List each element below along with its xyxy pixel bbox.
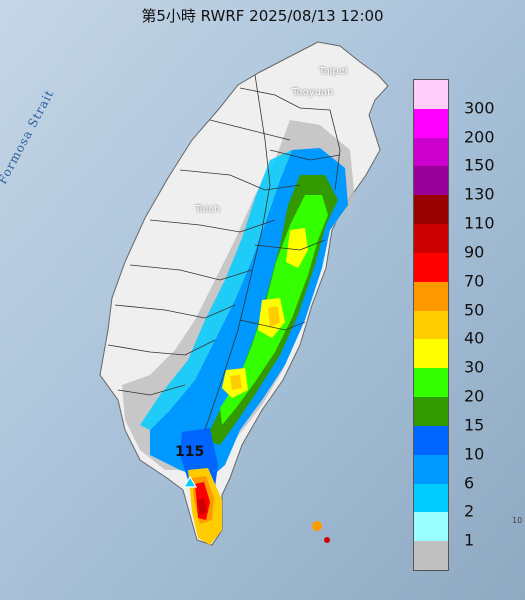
rain-south-darkred — [197, 498, 207, 515]
rain-cyan-fringe — [140, 150, 292, 430]
legend-swatch — [414, 483, 448, 513]
legend-swatch — [414, 166, 448, 196]
legend-label: 20 — [464, 386, 485, 406]
legend-label: 50 — [464, 300, 485, 320]
legend-label: 300 — [464, 98, 495, 118]
corner-label: 10 — [512, 516, 523, 525]
legend-swatch — [414, 425, 448, 456]
max-rain-triangle-icon — [182, 475, 198, 488]
legend-label: 70 — [464, 271, 485, 291]
legend-label: 150 — [464, 155, 495, 175]
legend-swatch — [414, 541, 448, 571]
legend-swatch — [414, 512, 448, 542]
legend-swatch — [414, 281, 448, 312]
max-rain-label: 115 — [175, 444, 205, 460]
legend-swatch — [414, 454, 448, 485]
green-island-marker — [312, 521, 322, 531]
legend-label: 10 — [464, 444, 485, 464]
place-label-taoyuan: Taoyuan — [292, 87, 334, 98]
district-boundaries — [107, 74, 341, 431]
legend-label: 30 — [464, 357, 485, 377]
legend-swatch — [414, 368, 448, 398]
legend-label: 200 — [464, 127, 495, 147]
legend-swatch — [414, 252, 448, 283]
rain-orange-cells — [184, 306, 280, 470]
legend-label: 15 — [464, 415, 485, 435]
legend-swatch — [414, 137, 448, 167]
legend-color-bar — [413, 79, 449, 571]
legend-swatch — [414, 108, 448, 139]
legend-label: 40 — [464, 328, 485, 348]
legend-label: 1 — [464, 530, 475, 550]
legend-label: 130 — [464, 184, 495, 204]
rain-yellow-cells — [222, 228, 308, 398]
legend-label: 6 — [464, 473, 475, 493]
legend-label: 110 — [464, 213, 495, 233]
legend-swatch — [414, 195, 448, 225]
rain-legend: 300 200 150 130 110 90 70 50 40 30 20 15 10 6 2 1 — [413, 79, 518, 571]
legend-label: 90 — [464, 242, 485, 262]
legend-swatch — [414, 339, 448, 369]
legend-label: 2 — [464, 501, 475, 521]
orchid-island-marker — [324, 537, 330, 543]
legend-swatch — [414, 80, 448, 110]
legend-swatch — [414, 397, 448, 427]
map-title: 第5小時 RWRF 2025/08/13 12:00 — [141, 7, 384, 25]
legend-swatch — [414, 224, 448, 254]
place-label-taipei: Taipei — [319, 66, 348, 77]
place-label-taichung: Taich — [195, 204, 221, 215]
legend-swatch — [414, 310, 448, 340]
